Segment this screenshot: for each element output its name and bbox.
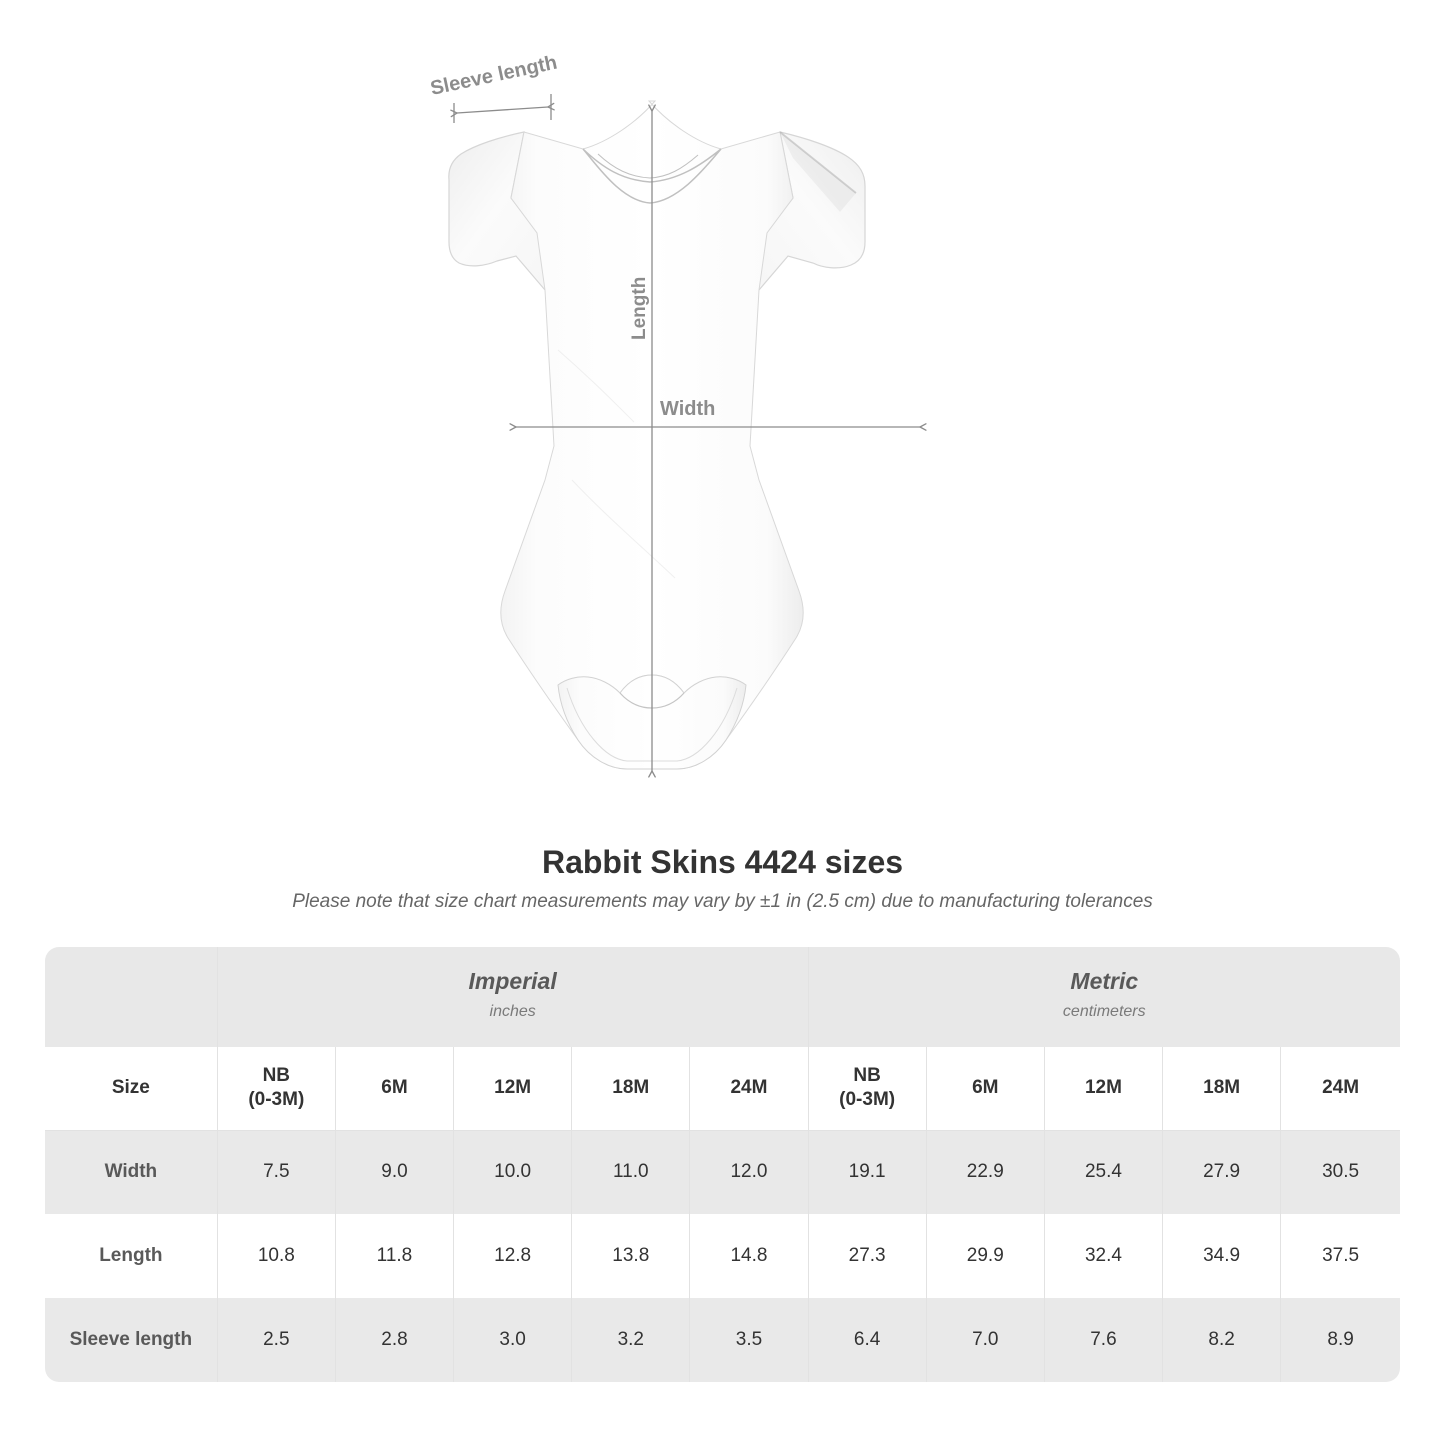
svg-text:Sleeve length: Sleeve length xyxy=(428,52,559,100)
svg-text:Width: Width xyxy=(660,398,715,420)
svg-text:Length: Length xyxy=(629,277,650,340)
